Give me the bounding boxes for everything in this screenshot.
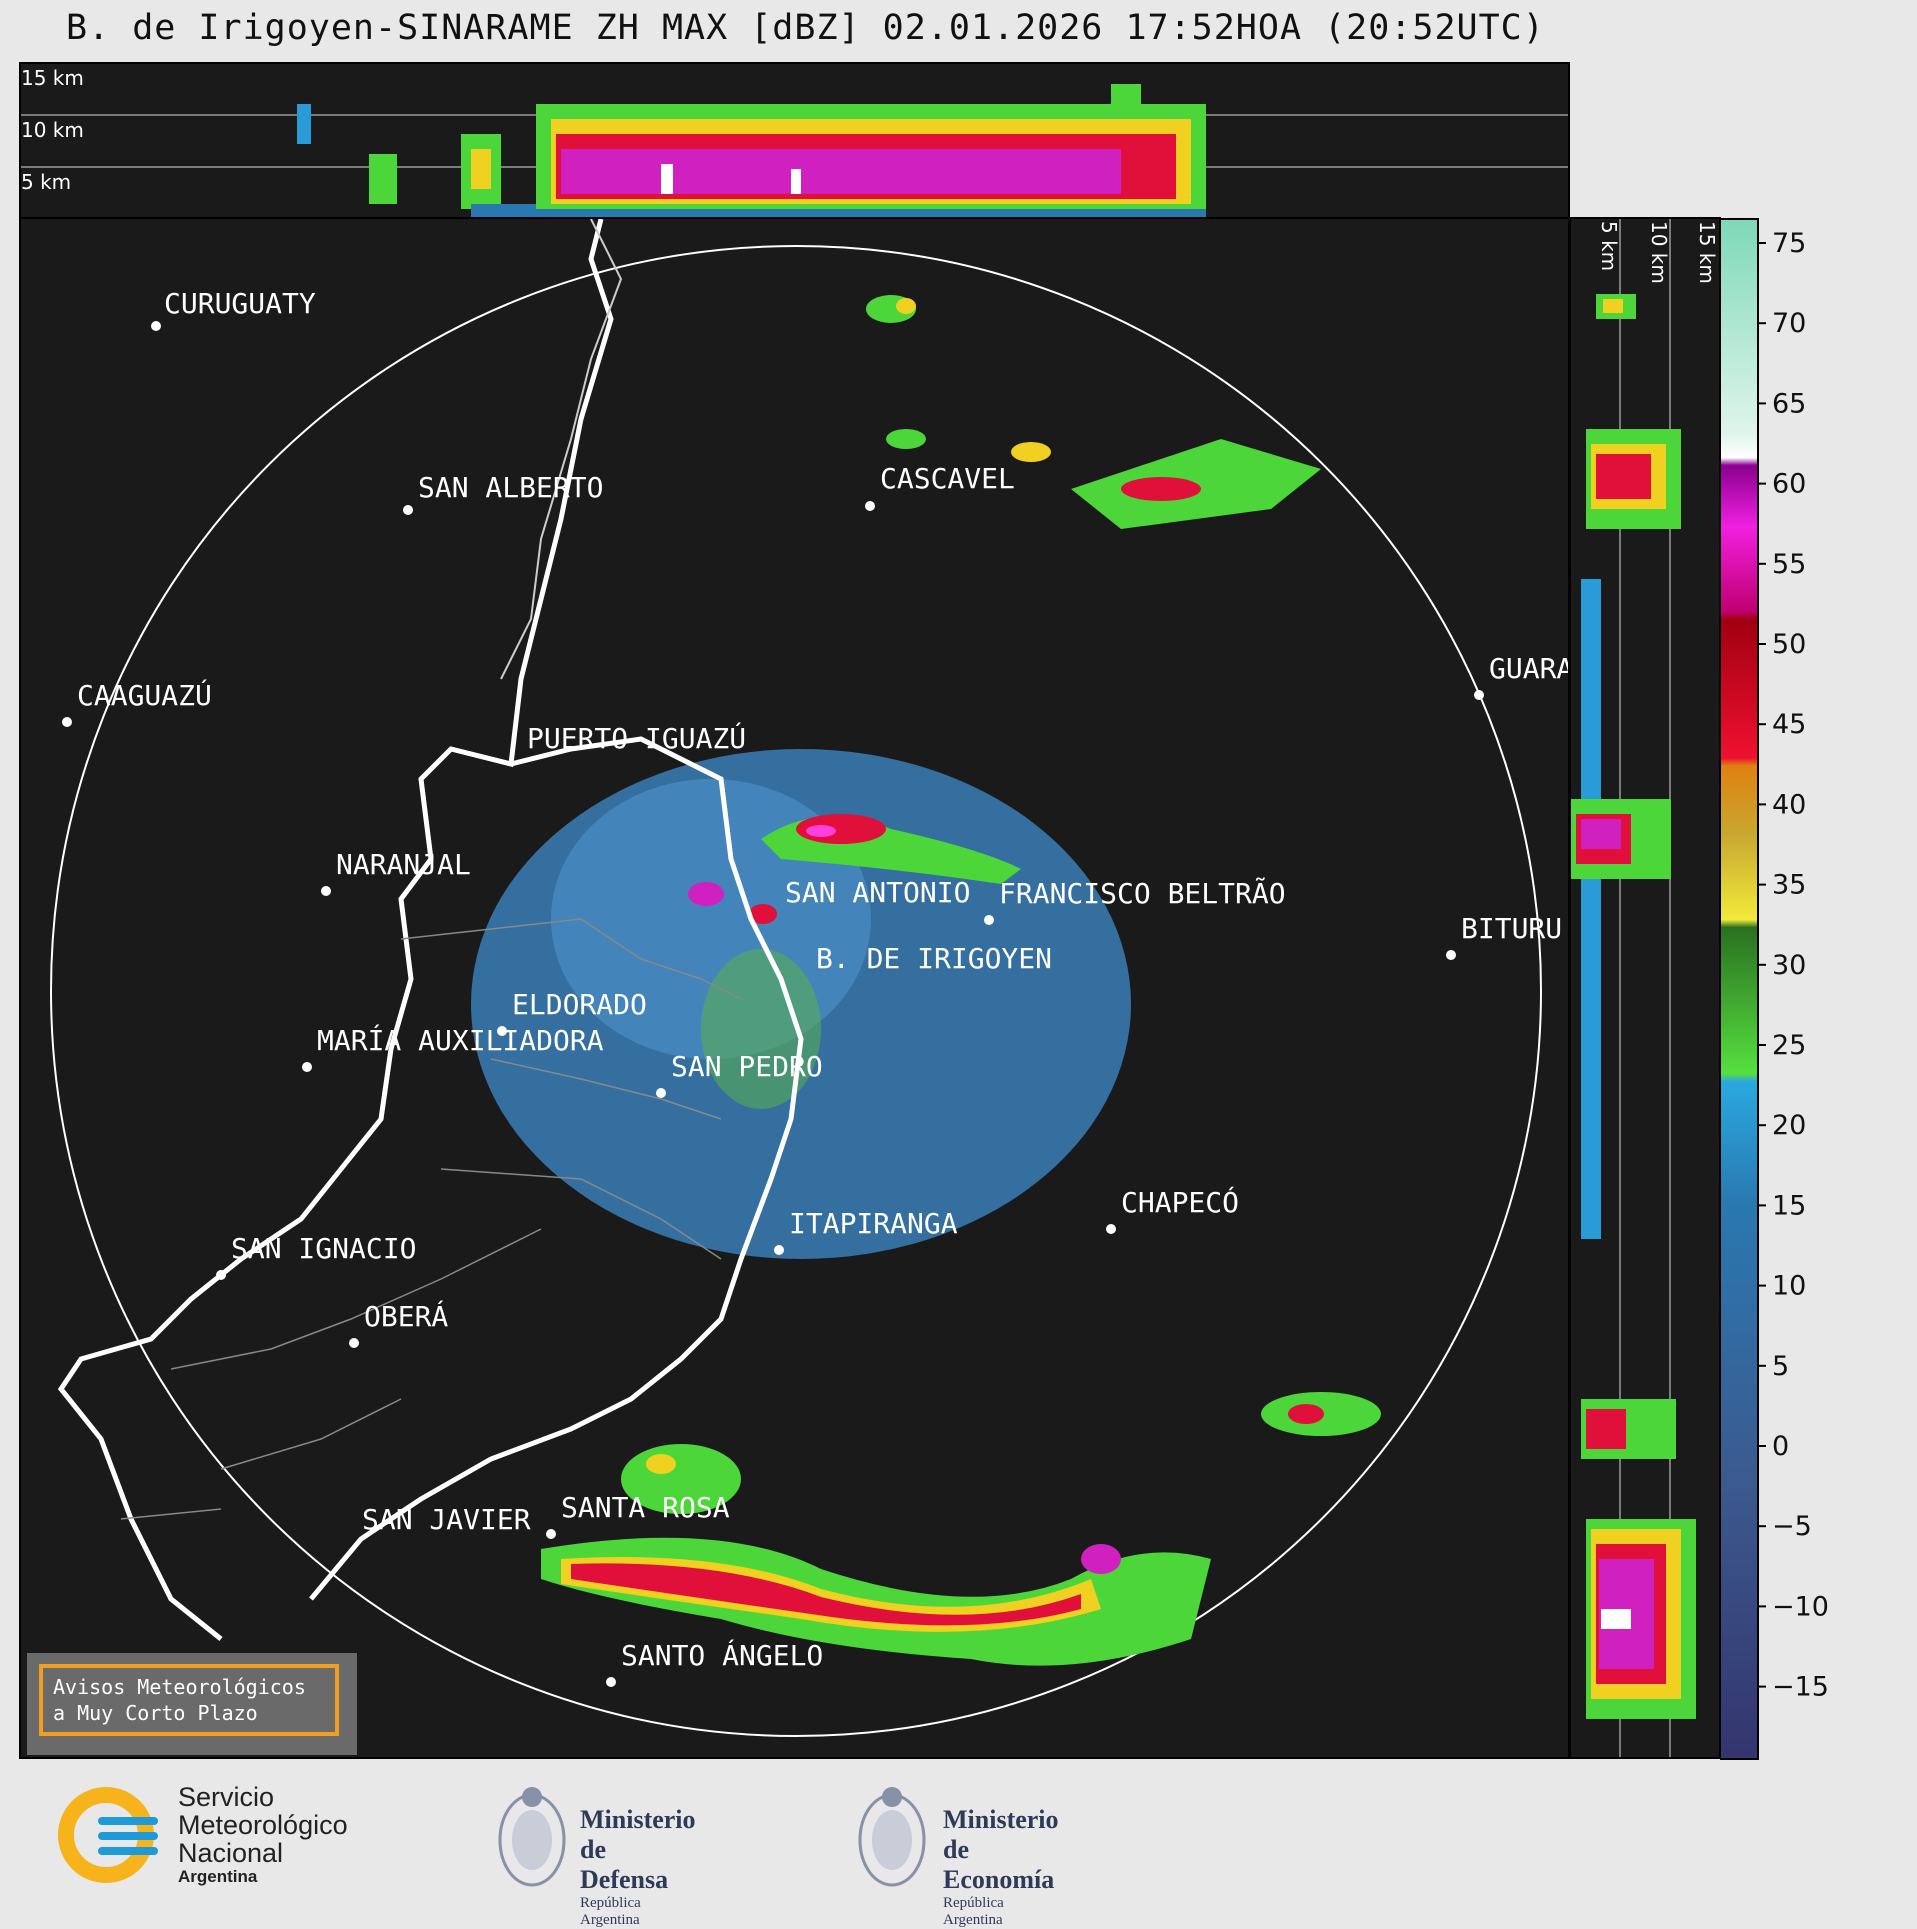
colorbar-tick-label: 20 (1772, 1110, 1806, 1141)
colorbar-tick-label: 40 (1772, 789, 1806, 820)
defensa-text-1: Ministerio (580, 1805, 696, 1834)
top-cross-section-echoes (21, 84, 1568, 217)
colorbar-tick-label: 70 (1772, 308, 1806, 339)
economia-text-1: Ministerio (943, 1805, 1059, 1834)
colorbar-tick-label: 35 (1772, 870, 1806, 901)
radar-map-panel[interactable]: CURUGUATY SAN ALBERTO CASCAVEL CAAGUAZÚ … (19, 217, 1570, 1759)
colorbar-tick-label: −5 (1772, 1511, 1812, 1542)
colorbar-tick-label: 0 (1772, 1431, 1789, 1462)
colorbar-tick-label: 30 (1772, 950, 1806, 981)
city-b-de-irigoyen: B. DE IRIGOYEN (816, 942, 1053, 975)
colorbar-tick-label: 55 (1772, 549, 1806, 580)
city-san-antonio: SAN ANTONIO (785, 876, 971, 909)
colorbar-tick-label: 5 (1772, 1351, 1789, 1382)
height-label-15km: 15 km (21, 66, 84, 90)
height-label-5km: 5 km (21, 170, 72, 194)
smn-text-1: Servicio (178, 1782, 275, 1812)
smn-logo: Servicio Meteorológico Nacional Argentin… (58, 1783, 348, 1887)
warning-line-2: a Muy Corto Plazo (53, 1701, 258, 1725)
colorbar-tick-label: −15 (1772, 1672, 1829, 1703)
warning-label[interactable]: Avisos Meteorológicos a Muy Corto Plazo (39, 1664, 339, 1736)
coat-of-arms-icon (858, 1787, 926, 1887)
colorbar-tick-label: 50 (1772, 629, 1806, 660)
colorbar-tick-label: −10 (1772, 1591, 1829, 1622)
side-height-label-15km: 15 km (1695, 221, 1719, 284)
height-label-10km: 10 km (21, 118, 84, 142)
economia-logo: Ministerio de Economía República Argenti… (855, 1775, 1059, 1928)
colorbar-tick-label: 15 (1772, 1190, 1806, 1221)
colorbar-tick-label: 60 (1772, 469, 1806, 500)
side-cross-section-panel: 5 km 10 km 15 km (1569, 217, 1721, 1759)
economia-text-3: República Argentina (943, 1895, 1004, 1928)
warning-line-1: Avisos Meteorológicos (53, 1675, 306, 1699)
smn-text-2: Meteorológico (178, 1810, 348, 1840)
defensa-logo: Ministerio de Defensa República Argentin… (495, 1775, 696, 1928)
city-san-javier: SAN JAVIER (362, 1503, 531, 1536)
smn-text-3: Nacional (178, 1838, 284, 1868)
side-height-label-10km: 10 km (1647, 221, 1671, 284)
smn-text-4: Argentina (178, 1867, 258, 1886)
colorbar-tick-label: 10 (1772, 1271, 1806, 1302)
border-argentina-brazil (309, 736, 804, 1601)
top-cross-section-panel: 15 km 10 km 5 km (19, 62, 1570, 219)
radar-map (50, 219, 1542, 1737)
colorbar-tick-label: 25 (1772, 1030, 1806, 1061)
economia-text-2: de Economía (943, 1835, 1055, 1894)
coat-of-arms-icon (498, 1787, 566, 1887)
side-height-label-5km: 5 km (1597, 221, 1621, 272)
colorbar-tick-label: 45 (1772, 709, 1806, 740)
map-title: B. de Irigoyen-SINARAME ZH MAX [dBZ] 02.… (66, 8, 1545, 48)
defensa-text-2: de Defensa (580, 1835, 669, 1894)
defensa-text-3: República Argentina (580, 1895, 641, 1928)
warning-button[interactable]: Avisos Meteorológicos a Muy Corto Plazo (27, 1653, 357, 1755)
city-puerto-iguazu: PUERTO IGUAZÚ (527, 722, 747, 755)
range-ring (50, 245, 1542, 1737)
smn-emblem-icon (58, 1787, 158, 1883)
border-argentina-paraguay (57, 219, 614, 1641)
side-cross-section-echoes (1571, 219, 1696, 1757)
colorbar-tick-label: 75 (1772, 228, 1806, 259)
colorbar-tick-label: 65 (1772, 388, 1806, 419)
